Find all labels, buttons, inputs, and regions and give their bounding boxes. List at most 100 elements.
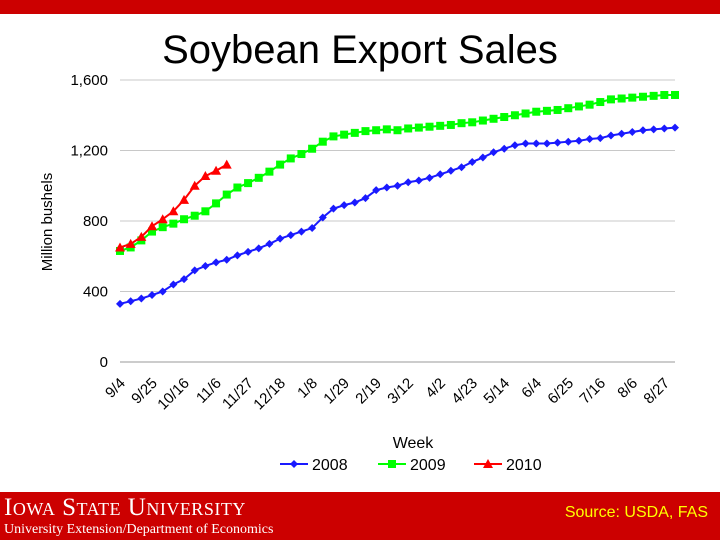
data-point-2009 (617, 94, 626, 103)
data-point-2010 (189, 180, 200, 190)
data-point-2009 (297, 150, 306, 159)
data-point-2009 (329, 132, 338, 141)
data-point-2008 (350, 198, 359, 207)
data-point-2008 (457, 163, 466, 172)
data-point-2009 (446, 120, 455, 129)
data-point-2008 (532, 139, 541, 148)
data-point-2008 (233, 251, 242, 260)
data-point-2009 (489, 114, 498, 123)
data-point-2008 (244, 247, 253, 256)
data-point-2009 (361, 127, 370, 136)
x-tick-label: 6/25 (544, 375, 577, 408)
data-point-2009 (372, 126, 381, 135)
data-point-2008 (276, 234, 285, 243)
source-note: Source: USDA, FAS (564, 504, 708, 521)
data-point-2008 (265, 239, 274, 248)
data-point-2009 (393, 126, 402, 135)
data-point-2009 (628, 93, 637, 102)
data-point-2008 (649, 125, 658, 134)
data-point-2008 (542, 139, 551, 148)
x-tick-label: 7/16 (576, 375, 609, 408)
data-point-2008 (297, 227, 306, 236)
data-point-2008 (414, 176, 423, 185)
top-accent-bar (0, 0, 720, 14)
x-tick-label: 11/27 (219, 375, 257, 413)
data-point-2008 (671, 123, 679, 132)
data-point-2009 (671, 90, 679, 99)
data-point-2008 (553, 138, 562, 147)
legend-marker (388, 460, 396, 468)
x-tick-label: 2/19 (352, 375, 385, 408)
y-tick-label: 1,600 (70, 72, 108, 89)
data-point-2010 (179, 194, 190, 204)
data-point-2010 (157, 214, 168, 224)
data-point-2009 (233, 183, 242, 192)
legend-item-2008: 2008 (280, 457, 348, 474)
slide-title: Soybean Export Sales (162, 28, 558, 72)
data-point-2009 (265, 167, 274, 176)
series-line-2009 (119, 93, 675, 252)
data-point-2008 (372, 186, 381, 195)
data-point-2009 (638, 92, 647, 101)
data-point-2008 (329, 204, 338, 213)
data-point-2008 (425, 173, 434, 182)
data-point-2009 (350, 128, 359, 137)
x-tick-label: 5/14 (480, 375, 513, 408)
data-point-2009 (382, 125, 391, 134)
data-point-2008 (500, 144, 509, 153)
data-point-2009 (158, 223, 167, 232)
legend-marker (290, 460, 298, 468)
data-point-2009 (660, 90, 669, 99)
data-point-2009 (649, 91, 658, 100)
data-point-2009 (414, 123, 423, 132)
data-point-2009 (606, 95, 615, 104)
data-point-2010 (200, 171, 211, 181)
data-point-2010 (115, 242, 125, 252)
data-point-2009 (169, 219, 178, 228)
x-tick-label: 8/27 (640, 375, 673, 408)
data-point-2008 (169, 280, 178, 289)
data-point-2008 (660, 124, 669, 133)
legend: 2008 2009 2010 (280, 457, 542, 474)
data-point-2009 (468, 118, 477, 127)
legend-label: 2010 (506, 457, 542, 474)
data-point-2009 (542, 106, 551, 115)
data-point-2008 (617, 129, 626, 138)
data-point-2008 (201, 261, 210, 270)
data-point-2008 (148, 291, 157, 300)
data-point-2008 (606, 131, 615, 140)
data-point-2010 (211, 165, 222, 175)
data-point-2009 (585, 100, 594, 109)
footer-bar: Iowa State University University Extensi… (0, 492, 720, 540)
data-point-2008 (116, 299, 124, 308)
data-point-2010 (221, 159, 232, 169)
data-point-2008 (158, 287, 167, 296)
y-tick-label: 400 (83, 284, 108, 301)
data-point-2009 (276, 160, 285, 169)
department-label: University Extension/Department of Econo… (4, 522, 274, 537)
data-point-2009 (564, 104, 573, 113)
data-point-2009 (308, 144, 317, 153)
data-point-2010 (168, 206, 179, 216)
y-tick-label: 800 (83, 213, 108, 230)
data-point-2009 (254, 173, 263, 182)
data-point-2008 (596, 134, 605, 143)
data-point-2009 (244, 179, 253, 188)
data-point-2008 (446, 166, 455, 175)
data-point-2009 (318, 137, 327, 146)
gridlines (120, 79, 675, 292)
x-tick-label: 4/2 (422, 375, 449, 402)
series-2009 (116, 90, 679, 255)
data-point-2009 (436, 121, 445, 130)
x-tick-label: 1/29 (320, 375, 353, 408)
data-point-2008 (628, 127, 637, 136)
data-point-2008 (126, 297, 135, 306)
data-point-2009 (190, 211, 199, 220)
data-point-2008 (404, 178, 413, 187)
data-point-2008 (574, 136, 583, 145)
legend-item-2010: 2010 (474, 457, 542, 474)
data-point-2009 (500, 113, 509, 122)
data-point-2008 (382, 183, 391, 192)
data-point-2008 (489, 148, 498, 157)
